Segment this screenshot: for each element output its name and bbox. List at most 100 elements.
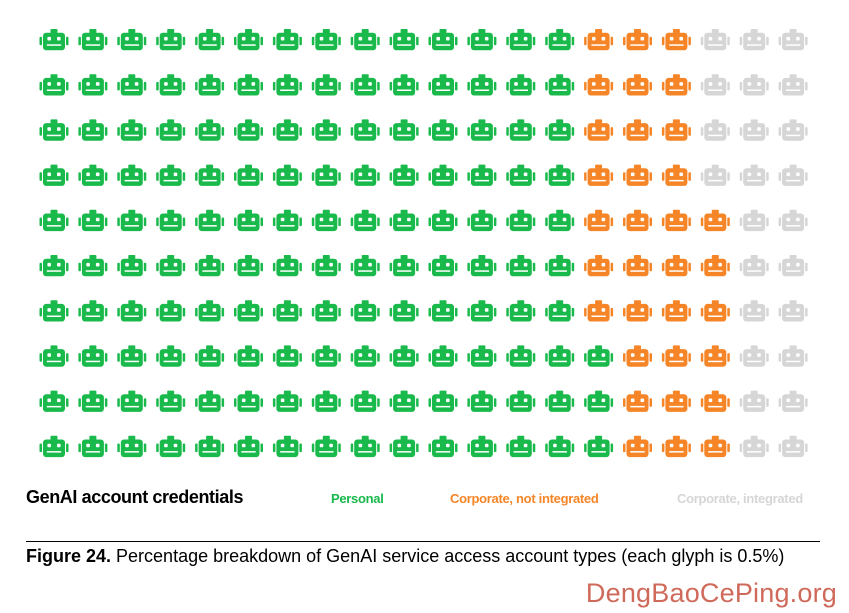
robot-icon-personal (156, 74, 186, 96)
robot-icon-corporate-integrated (739, 209, 769, 232)
robot-icon-personal (272, 435, 302, 458)
robot-icon-personal (545, 74, 575, 96)
robot-icon-personal (156, 300, 186, 322)
robot-icon-personal (506, 119, 536, 141)
robot-icon-personal (545, 300, 575, 322)
robot-icon-personal (117, 435, 147, 458)
legend-title: GenAI account credentials (26, 487, 244, 507)
robot-icon-personal (78, 209, 108, 232)
robot-icon-personal (117, 29, 147, 51)
robot-icon-personal (195, 164, 225, 186)
robot-icon-corporate-not-integrated (661, 255, 691, 277)
robot-icon-personal (467, 74, 497, 96)
robot-icon-corporate-integrated (739, 300, 769, 322)
robot-icon-personal (350, 29, 380, 51)
robot-icon-corporate-not-integrated (623, 300, 652, 322)
robot-icon-personal (506, 435, 536, 458)
robot-icon-personal (428, 119, 458, 141)
robot-icon-corporate-integrated (778, 300, 808, 322)
robot-icon-personal (428, 345, 458, 367)
robot-icon-corporate-not-integrated (623, 74, 652, 96)
robot-icon-personal (234, 209, 263, 232)
robot-icon-corporate-integrated (778, 345, 808, 367)
robot-icon-personal (428, 209, 458, 232)
robot-icon-personal (506, 164, 536, 186)
robot-icon-corporate-integrated (700, 74, 730, 96)
robot-icon-personal (545, 164, 575, 186)
robot-icon-personal (234, 74, 263, 96)
robot-icon-corporate-not-integrated (584, 29, 614, 51)
robot-icon-corporate-integrated (778, 119, 808, 141)
robot-icon-personal (389, 390, 419, 412)
robot-icon-corporate-not-integrated (700, 255, 730, 277)
robot-icon-personal (545, 390, 575, 412)
robot-icon-personal (545, 255, 575, 277)
robot-icon-personal (350, 74, 380, 96)
robot-icon-personal (117, 209, 147, 232)
robot-icon-corporate-not-integrated (623, 29, 652, 51)
robot-icon-personal (506, 29, 536, 51)
robot-icon-personal (272, 119, 302, 141)
robot-icon-corporate-not-integrated (661, 29, 691, 51)
robot-icon-personal (350, 345, 380, 367)
robot-icon-personal (39, 345, 69, 367)
robot-icon-corporate-integrated (739, 255, 769, 277)
robot-icon-personal (545, 119, 575, 141)
robot-icon-personal (234, 300, 263, 322)
robot-icon-personal (350, 119, 380, 141)
robot-icon-personal (350, 164, 380, 186)
robot-icon-personal (156, 164, 186, 186)
robot-icon-personal (195, 345, 225, 367)
robot-icon-corporate-not-integrated (700, 390, 730, 412)
robot-icon-personal (389, 300, 419, 322)
robot-icon-personal (78, 345, 108, 367)
robot-icon-personal (467, 209, 497, 232)
robot-icon-personal (156, 119, 186, 141)
robot-icon-corporate-not-integrated (700, 435, 730, 458)
robot-icon-personal (117, 345, 147, 367)
robot-icon-personal (389, 74, 419, 96)
waffle-chart (39, 29, 808, 458)
legend-item-corporate-not-integrated: Corporate, not integrated (450, 491, 599, 506)
robot-icon-personal (428, 435, 458, 458)
robot-icon-personal (506, 345, 536, 367)
robot-icon-personal (117, 255, 147, 277)
robot-icon-personal (195, 300, 225, 322)
robot-icon-personal (428, 164, 458, 186)
robot-icon-personal (506, 390, 536, 412)
robot-icon-personal (428, 29, 458, 51)
robot-icon-personal (195, 209, 225, 232)
robot-icon-corporate-not-integrated (661, 209, 691, 232)
robot-icon-personal (311, 390, 341, 412)
robot-icon-corporate-not-integrated (584, 74, 614, 96)
robot-icon-personal (156, 29, 186, 51)
robot-icon-personal (467, 164, 497, 186)
robot-icon-personal (234, 255, 263, 277)
robot-icon-personal (467, 435, 497, 458)
robot-icon-personal (78, 164, 108, 186)
robot-icon-corporate-integrated (700, 119, 730, 141)
robot-icon-personal (195, 119, 225, 141)
robot-icon-personal (506, 209, 536, 232)
robot-icon-personal (78, 435, 108, 458)
robot-icon-corporate-integrated (778, 435, 808, 458)
robot-icon-personal (117, 164, 147, 186)
robot-icon-corporate-integrated (739, 29, 769, 51)
robot-icon-personal (39, 119, 69, 141)
robot-icon-personal (506, 255, 536, 277)
robot-icon-personal (311, 209, 341, 232)
robot-icon-corporate-integrated (739, 74, 769, 96)
robot-icon-personal (39, 435, 69, 458)
robot-icon-corporate-not-integrated (661, 74, 691, 96)
robot-icon-corporate-integrated (739, 345, 769, 367)
robot-icon-corporate-integrated (739, 164, 769, 186)
robot-icon-personal (156, 435, 186, 458)
robot-icon-personal (272, 255, 302, 277)
robot-icon-corporate-not-integrated (700, 345, 730, 367)
robot-icon-personal (272, 29, 302, 51)
robot-icon-personal (78, 255, 108, 277)
robot-icon-personal (545, 209, 575, 232)
robot-icon-corporate-not-integrated (700, 300, 730, 322)
robot-icon-corporate-integrated (739, 390, 769, 412)
robot-icon-personal (311, 345, 341, 367)
